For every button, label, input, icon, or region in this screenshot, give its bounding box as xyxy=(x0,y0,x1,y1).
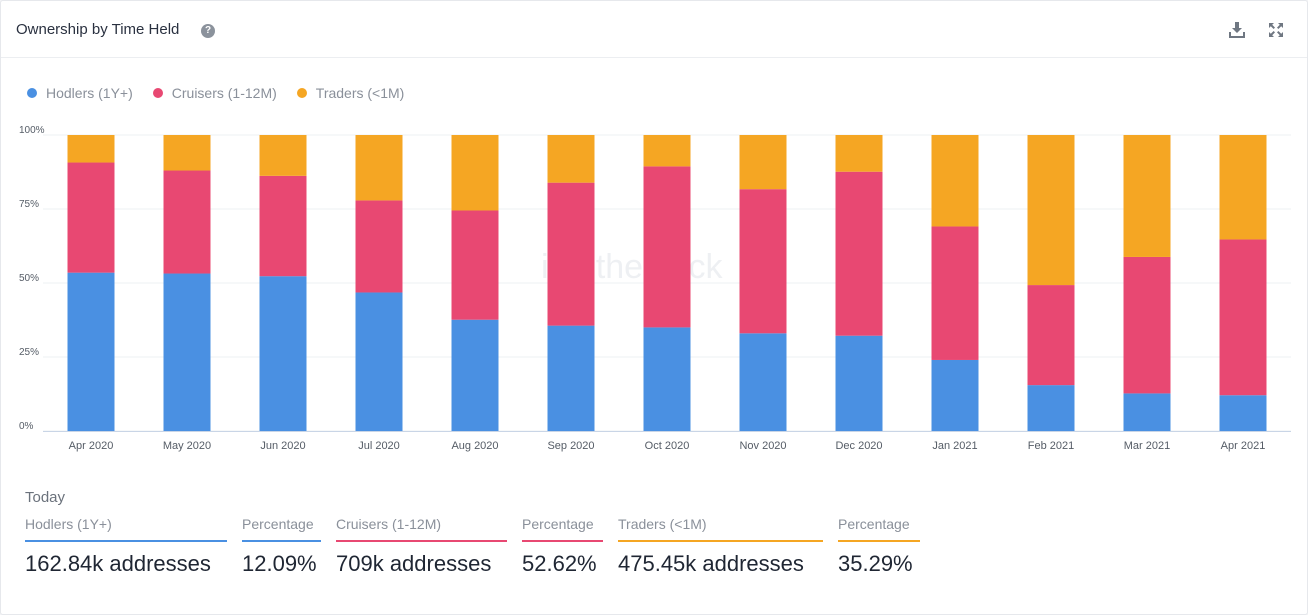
bar-segment-traders[interactable] xyxy=(67,135,115,163)
x-tick-label: Mar 2021 xyxy=(1124,440,1170,452)
bar-segment-cruisers[interactable] xyxy=(1219,239,1267,396)
bar-segment-traders[interactable] xyxy=(643,135,691,167)
bar-segment-cruisers[interactable] xyxy=(643,166,691,328)
bar-segment-hodlers[interactable] xyxy=(931,359,979,431)
stat-cruisers-percentage: Percentage 52.62% xyxy=(522,516,603,577)
stat-cruisers-pct-label: Percentage xyxy=(522,516,603,542)
question-circle-icon[interactable]: ? xyxy=(201,24,215,38)
bar-segment-traders[interactable] xyxy=(1027,135,1075,286)
bar-segment-hodlers[interactable] xyxy=(643,327,691,431)
stat-traders-pct-value: 35.29% xyxy=(838,551,913,576)
bar-segment-hodlers[interactable] xyxy=(451,319,499,431)
stat-hodlers-pct-value: 12.09% xyxy=(242,551,317,576)
x-tick-label: Aug 2020 xyxy=(451,440,498,452)
bar-segment-cruisers[interactable] xyxy=(1123,256,1171,394)
bar-segment-cruisers[interactable] xyxy=(259,175,307,277)
bar-segment-traders[interactable] xyxy=(1219,135,1267,240)
x-tick-label: Feb 2021 xyxy=(1028,440,1074,452)
chart-title: Ownership by Time Held xyxy=(16,21,180,38)
stat-traders-value: 475.45k addresses xyxy=(618,551,804,576)
x-tick-label: Jan 2021 xyxy=(932,440,977,452)
legend-label-cruisers: Cruisers (1-12M) xyxy=(171,85,277,101)
bar-segment-hodlers[interactable] xyxy=(1123,393,1171,431)
bar-segment-cruisers[interactable] xyxy=(739,189,787,334)
bar-segment-hodlers[interactable] xyxy=(547,325,595,431)
bar-segment-traders[interactable] xyxy=(931,135,979,227)
stat-hodlers-value: 162.84k addresses xyxy=(25,551,211,576)
bar-segment-cruisers[interactable] xyxy=(163,170,211,274)
bar-segment-traders[interactable] xyxy=(835,135,883,172)
legend-label-traders: Traders (<1M) xyxy=(315,85,405,101)
stat-traders-addresses: Traders (<1M) 475.45k addresses xyxy=(618,516,823,577)
bar-segment-hodlers[interactable] xyxy=(1027,385,1075,431)
legend-item-traders[interactable]: Traders (<1M) xyxy=(296,85,405,101)
x-tick-label: Dec 2020 xyxy=(835,440,882,452)
bar-segment-hodlers[interactable] xyxy=(739,333,787,431)
legend-dot-hodlers xyxy=(27,88,37,98)
bar-segment-cruisers[interactable] xyxy=(67,162,115,273)
stat-hodlers-label: Hodlers (1Y+) xyxy=(25,516,227,542)
card-header: Ownership by Time Held ? xyxy=(1,1,1307,58)
stat-traders-label: Traders (<1M) xyxy=(618,516,823,542)
x-tick-label: Sep 2020 xyxy=(547,440,594,452)
bar-segment-traders[interactable] xyxy=(163,135,211,171)
bar-segment-traders[interactable] xyxy=(451,135,499,211)
bar-segment-hodlers[interactable] xyxy=(835,335,883,431)
bar-segment-traders[interactable] xyxy=(1123,135,1171,257)
stat-cruisers-value: 709k addresses xyxy=(336,551,492,576)
stat-hodlers-addresses: Hodlers (1Y+) 162.84k addresses xyxy=(25,516,227,577)
bar-segment-cruisers[interactable] xyxy=(547,182,595,326)
bar-segment-traders[interactable] xyxy=(547,135,595,183)
legend-item-cruisers[interactable]: Cruisers (1-12M) xyxy=(152,85,277,101)
x-tick-label: May 2020 xyxy=(163,440,211,452)
bar-segment-cruisers[interactable] xyxy=(451,210,499,320)
x-tick-label: Apr 2020 xyxy=(69,440,114,452)
x-tick-label: Jul 2020 xyxy=(358,440,400,452)
stat-hodlers-percentage: Percentage 12.09% xyxy=(242,516,321,577)
legend-dot-traders xyxy=(296,88,307,98)
legend-label-hodlers: Hodlers (1Y+) xyxy=(46,85,133,101)
bar-segment-cruisers[interactable] xyxy=(835,171,883,336)
bar-segment-hodlers[interactable] xyxy=(259,276,307,431)
y-tick-label: 75% xyxy=(19,199,39,210)
stat-traders-pct-label: Percentage xyxy=(838,516,920,542)
chart-legend: Hodlers (1Y+) Cruisers (1-12M) Traders (… xyxy=(27,85,404,101)
x-tick-label: Jun 2020 xyxy=(260,440,305,452)
stat-cruisers-label: Cruisers (1-12M) xyxy=(336,516,507,542)
bar-segment-hodlers[interactable] xyxy=(355,292,403,431)
stat-traders-percentage: Percentage 35.29% xyxy=(838,516,920,577)
x-tick-label: Nov 2020 xyxy=(739,440,786,452)
bar-segment-cruisers[interactable] xyxy=(1027,285,1075,386)
stat-hodlers-pct-label: Percentage xyxy=(242,516,321,542)
stat-cruisers-addresses: Cruisers (1-12M) 709k addresses xyxy=(336,516,507,577)
bar-segment-traders[interactable] xyxy=(259,135,307,176)
download-icon[interactable] xyxy=(1228,21,1246,39)
legend-dot-cruisers xyxy=(152,88,163,98)
bar-segment-traders[interactable] xyxy=(355,135,403,201)
expand-icon[interactable] xyxy=(1267,21,1285,39)
bar-segment-hodlers[interactable] xyxy=(1219,395,1267,431)
x-tick-label: Oct 2020 xyxy=(645,440,690,452)
bar-segment-traders[interactable] xyxy=(739,135,787,190)
legend-item-hodlers[interactable]: Hodlers (1Y+) xyxy=(27,85,133,101)
x-tick-label: Apr 2021 xyxy=(1221,440,1266,452)
bar-segment-cruisers[interactable] xyxy=(355,200,403,293)
bar-segment-cruisers[interactable] xyxy=(931,226,979,360)
y-tick-label: 100% xyxy=(19,125,45,136)
bar-segment-hodlers[interactable] xyxy=(163,273,211,431)
y-tick-label: 25% xyxy=(19,347,39,358)
y-tick-label: 50% xyxy=(19,273,39,284)
stat-cruisers-pct-value: 52.62% xyxy=(522,551,597,576)
y-tick-label: 0% xyxy=(19,421,34,432)
bar-segment-hodlers[interactable] xyxy=(67,272,115,431)
today-label: Today xyxy=(25,489,66,506)
